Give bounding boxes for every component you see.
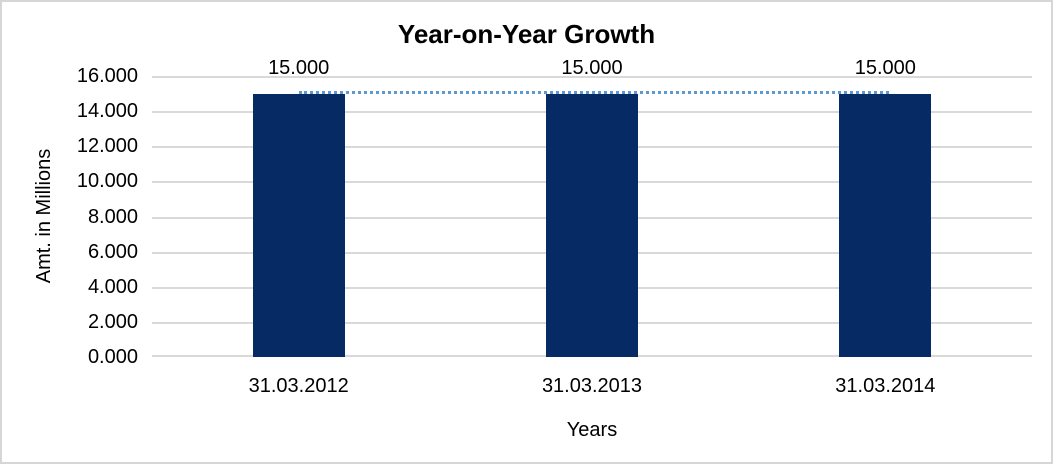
plot-area (152, 76, 1032, 357)
y-tick-label: 10.000 (76, 170, 138, 193)
x-category-label: 31.03.2012 (248, 375, 349, 397)
gridline (152, 76, 1032, 78)
y-tick-label: 0.000 (87, 346, 138, 368)
y-tick-label: 8.000 (87, 205, 138, 228)
y-tick-label: 14.000 (76, 100, 138, 123)
bar (839, 93, 932, 357)
y-tick-label: 12.000 (76, 135, 138, 158)
trend-line (298, 90, 890, 94)
x-category-label: 31.03.2014 (835, 375, 936, 397)
y-tick-label: 6.000 (87, 240, 138, 263)
y-tick-label: 16.000 (76, 65, 138, 87)
x-category-label: 31.03.2013 (541, 375, 643, 397)
y-tick-label: 2.000 (87, 310, 138, 333)
chart-title: Year-on-Year Growth (397, 19, 656, 49)
bar-value-label: 15.000 (268, 56, 330, 79)
y-tick-label: 4.000 (87, 275, 138, 298)
bar (252, 93, 345, 357)
x-axis-title: Years (566, 419, 618, 441)
bar-value-label: 15.000 (854, 56, 916, 79)
bar (546, 93, 638, 357)
bar-value-label: 15.000 (561, 56, 623, 79)
